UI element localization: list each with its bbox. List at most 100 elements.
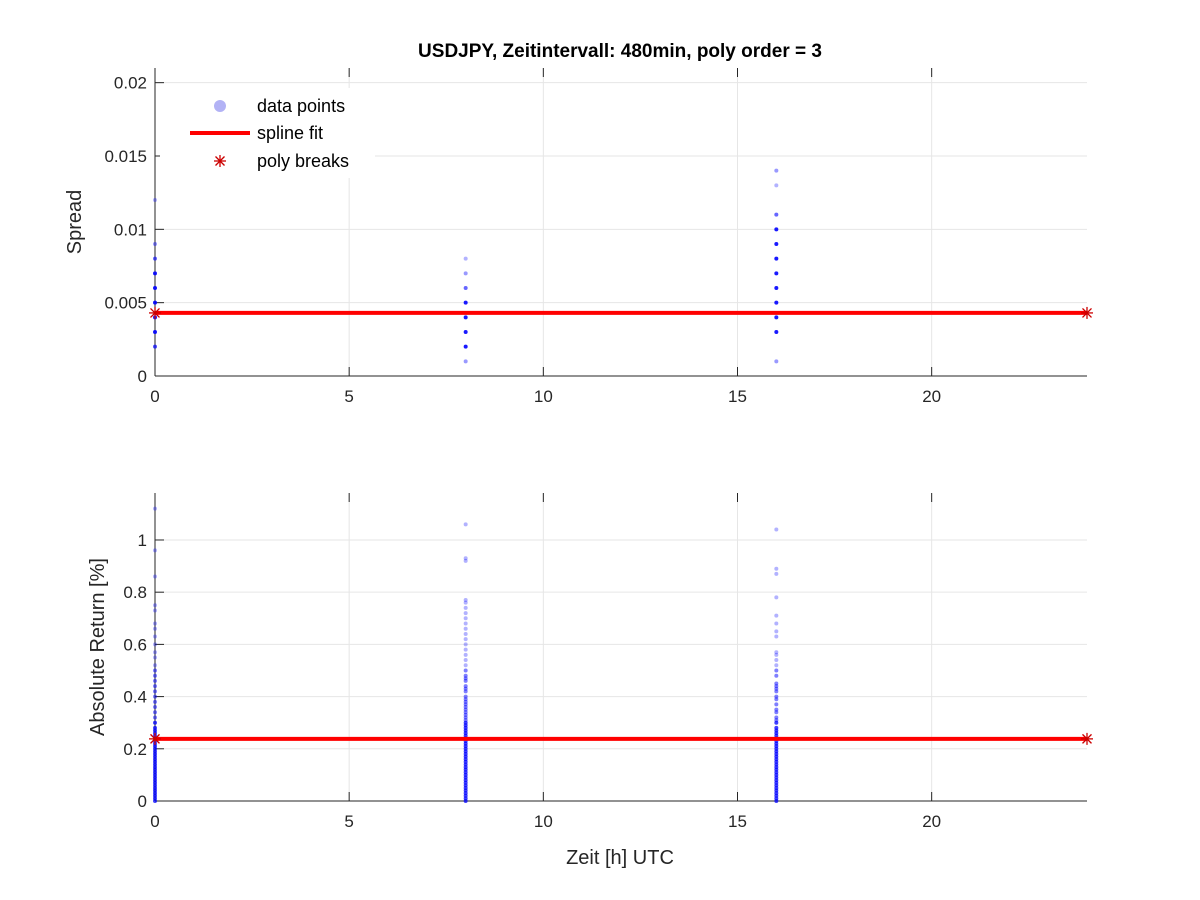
return-data-point [153,655,157,660]
spread-y-tick-label: 0.005 [104,294,147,313]
return-data-point [153,678,157,683]
return-data-point [153,720,157,725]
spread-data-point [774,315,779,320]
return-data-point [153,710,157,715]
return-data-point [774,613,779,618]
figure-title: USDJPY, Zeitintervall: 480min, poly orde… [418,41,822,62]
return-poly-break-marker [1081,732,1093,745]
spread-data-point [153,344,157,349]
return-data-point [153,621,157,626]
spread-y-tick-label: 0 [138,367,147,386]
return-data-point [774,571,779,576]
return-data-point [153,673,157,678]
return-data-point [463,605,468,610]
return-data-point [774,629,779,634]
spread-x-tick-label: 5 [344,387,353,406]
spread-data-point [463,286,468,290]
return-data-point [153,689,157,694]
spread-data-point [463,256,468,261]
return-data-point [774,710,779,715]
return-y-tick-label: 1 [138,531,147,550]
spread-data-point [463,344,468,349]
spread-data-point [463,330,468,334]
absolute-return-axes: 0 5 10 15 20 0 0.2 0.4 0.6 0.8 1 Absolute Return [%… [87,493,1093,869]
return-data-point [463,522,468,527]
return-x-tick-label: 0 [150,812,159,831]
return-data-point [774,634,779,639]
spread-data-point [774,286,779,290]
legend: data points spline fit poly breaks [160,88,375,178]
spread-data-point [153,242,157,246]
legend-spline-fit-label: spline fit [257,123,323,143]
return-data-point [774,697,779,702]
spread-x-tick-label: 15 [728,387,747,406]
return-data-point [153,799,157,803]
spread-data-point [774,212,779,217]
return-data-point [153,603,157,608]
return-data-points [153,506,779,803]
spread-x-tick-label: 20 [922,387,941,406]
spread-x-tick-label: 10 [534,387,553,406]
spread-y-tick-label: 0.015 [104,147,147,166]
return-data-point [463,668,468,673]
return-y-tick-label: 0 [138,792,147,811]
spread-data-point [774,256,779,261]
return-data-point [463,621,468,626]
return-data-point [463,626,468,631]
return-data-point [774,566,779,571]
return-data-point [463,642,468,647]
return-data-point [774,650,779,655]
return-data-point [153,694,157,699]
return-data-point [774,663,779,668]
spread-data-point [463,300,468,305]
return-data-point [153,668,157,673]
spread-data-point [153,286,157,290]
return-x-axis-label: Zeit [h] UTC [566,847,674,869]
return-x-tick-label: 20 [922,812,941,831]
return-y-tick-label: 0.6 [123,635,147,654]
return-data-point [774,702,779,707]
return-data-point [153,634,157,639]
spread-poly-break-marker [149,306,161,319]
spread-data-point [774,359,779,364]
return-data-point [463,558,468,563]
return-data-point [153,684,157,689]
return-data-point [153,574,157,579]
return-x-tick-label: 15 [728,812,747,831]
return-data-point [153,663,157,668]
spread-y-axis-label: Spread [64,190,86,255]
spread-y-tick-label: 0.01 [114,220,147,239]
return-data-point [463,678,468,683]
spread-data-point [774,271,779,276]
return-data-point [463,652,468,657]
return-x-tick-label: 10 [534,812,553,831]
return-data-point [153,705,157,710]
return-data-point [463,689,468,694]
return-data-point [153,715,157,720]
return-data-point [774,720,779,725]
spread-data-point [774,183,779,188]
spread-x-tick-label: 0 [150,387,159,406]
return-data-point [774,668,779,673]
return-data-point [774,621,779,626]
legend-data-points-label: data points [257,96,345,116]
return-data-point [153,699,157,704]
spread-data-point [153,256,157,261]
spread-data-point [774,330,779,334]
spread-poly-break-marker [1081,306,1093,319]
return-y-tick-label: 0.8 [123,583,147,602]
return-data-point [774,673,779,678]
return-data-point [153,608,157,613]
return-data-point [153,650,157,655]
return-data-point [463,799,468,803]
return-data-point [774,689,779,694]
spread-data-point [463,315,468,320]
spread-data-point [153,198,157,202]
spread-data-point [153,330,157,334]
spread-data-point [463,359,468,364]
return-data-point [463,647,468,652]
return-data-point [153,642,157,647]
return-data-point [153,548,157,553]
spread-axes: 0 5 10 15 20 0 0.005 0.01 0.015 0.02 Spread [64,68,1093,406]
